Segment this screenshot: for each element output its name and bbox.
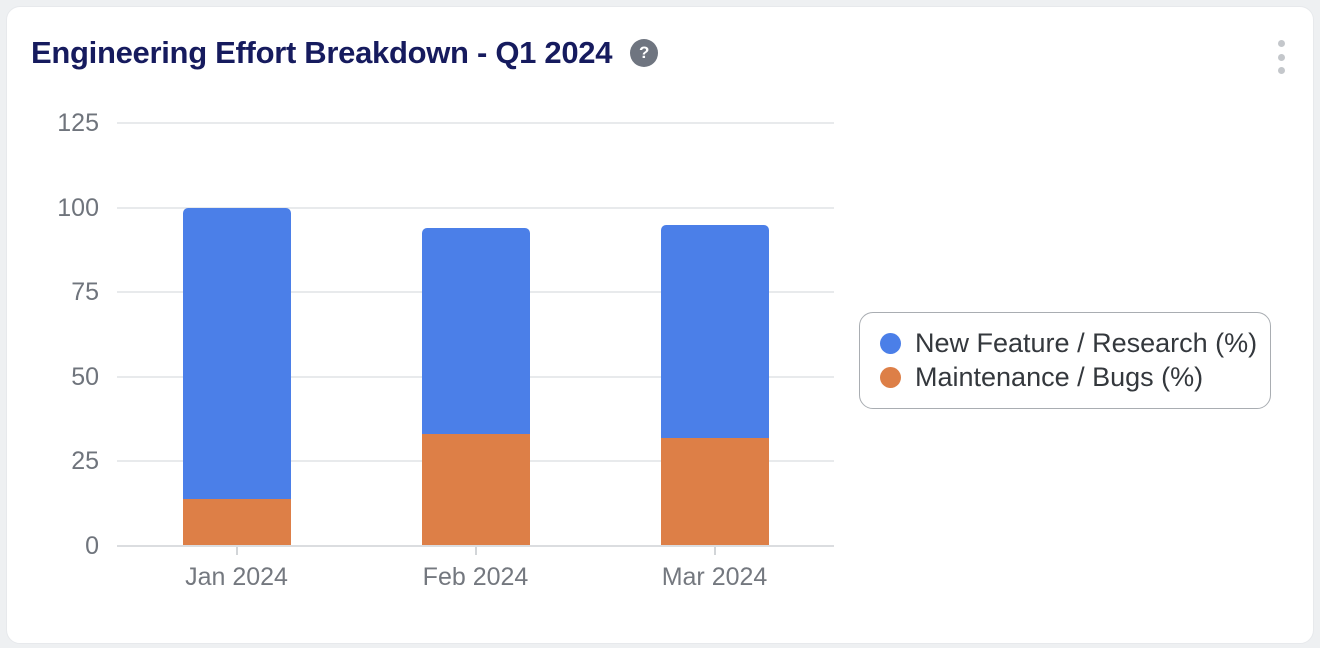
y-axis-tick-label: 125 bbox=[57, 109, 99, 137]
y-axis-tick-label: 100 bbox=[57, 193, 99, 222]
legend-swatch-icon bbox=[880, 333, 901, 354]
x-axis-tick-label: Mar 2024 bbox=[661, 563, 768, 591]
y-axis-tick-label: 50 bbox=[71, 362, 99, 391]
legend-item-new-feature-research[interactable]: New Feature / Research (%) bbox=[880, 328, 1270, 359]
help-icon[interactable]: ? bbox=[630, 39, 659, 67]
gridline-y-100 bbox=[117, 206, 834, 209]
x-axis-line bbox=[117, 545, 834, 547]
x-axis-tick-label: Jan 2024 bbox=[185, 563, 288, 591]
legend-label: Maintenance / Bugs (%) bbox=[915, 362, 1204, 392]
bar-mar-2024-new-feature-research[interactable] bbox=[660, 224, 769, 438]
legend-swatch-icon bbox=[880, 367, 901, 388]
gridline-y-125 bbox=[117, 122, 834, 124]
x-axis-tick-mark bbox=[713, 546, 716, 555]
kebab-menu-icon[interactable] bbox=[1271, 40, 1291, 74]
chart-title: Engineering Effort Breakdown - Q1 2024 bbox=[31, 35, 613, 70]
kebab-dot bbox=[1277, 40, 1285, 47]
y-axis-tick-label: 25 bbox=[71, 447, 99, 476]
chart-card: Engineering Effort Breakdown - Q1 2024 ?… bbox=[6, 6, 1314, 644]
card-header: Engineering Effort Breakdown - Q1 2024 ? bbox=[31, 35, 659, 71]
legend-item-maintenance-bugs[interactable]: Maintenance / Bugs (%) bbox=[880, 362, 1270, 393]
legend-label: New Feature / Research (%) bbox=[915, 328, 1258, 358]
chart-legend: New Feature / Research (%) Maintenance / … bbox=[859, 312, 1271, 409]
y-axis-tick-label: 75 bbox=[71, 278, 99, 307]
x-axis-tick-mark bbox=[235, 546, 238, 555]
kebab-dot bbox=[1277, 53, 1285, 61]
kebab-dot bbox=[1277, 67, 1285, 74]
x-axis-tick-label: Feb 2024 bbox=[422, 563, 529, 591]
stacked-bar-chart: 0 25 50 75 100 125 Jan 2024 Feb 2024 Mar 2024 bbox=[7, 7, 1313, 643]
x-axis-tick-mark bbox=[474, 546, 477, 555]
bar-jan-2024-maintenance-bugs[interactable] bbox=[182, 498, 291, 546]
y-axis-tick-label: 0 bbox=[85, 532, 99, 560]
bar-jan-2024-new-feature-research[interactable] bbox=[182, 207, 291, 499]
bar-feb-2024-new-feature-research[interactable] bbox=[421, 227, 530, 435]
bar-mar-2024-maintenance-bugs[interactable] bbox=[660, 437, 769, 546]
bar-feb-2024-maintenance-bugs[interactable] bbox=[421, 434, 530, 546]
